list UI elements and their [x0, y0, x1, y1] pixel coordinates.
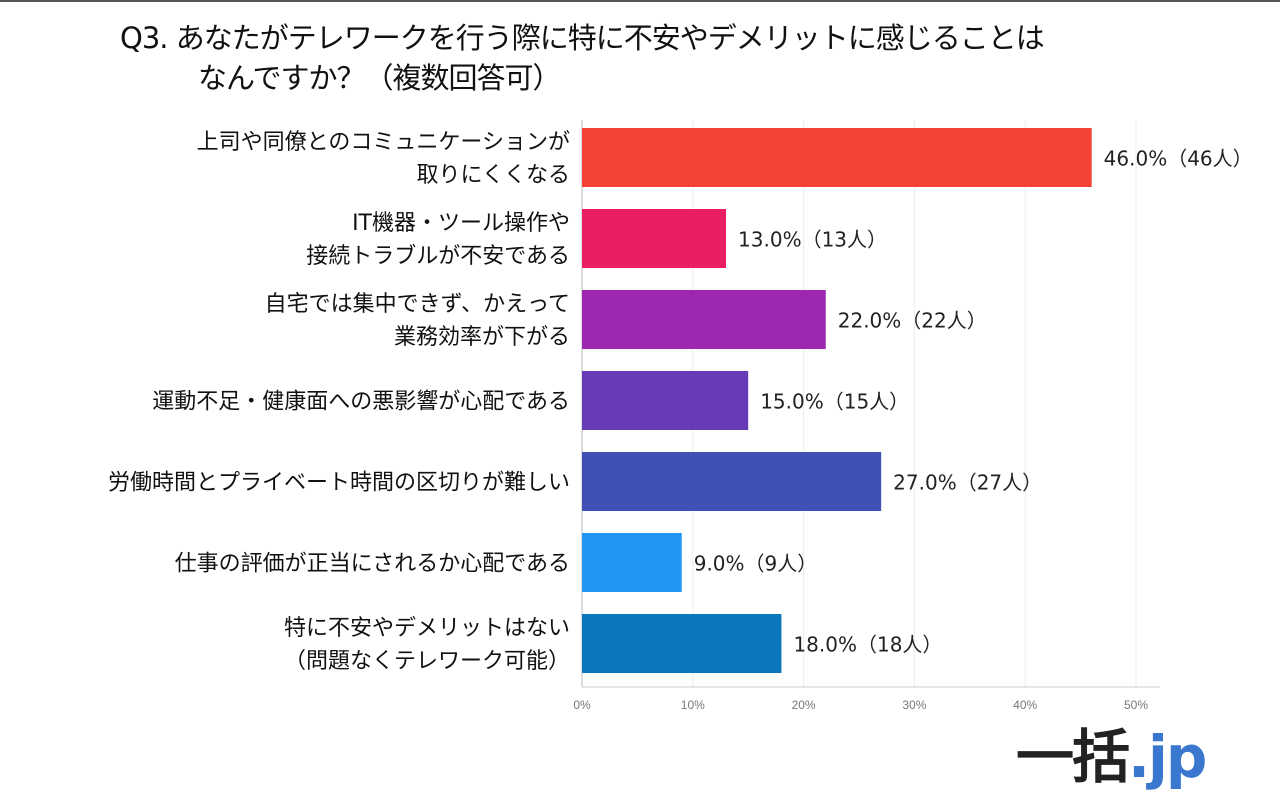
x-tick-label: 20% [792, 698, 816, 712]
data-label: 22.0%（22人） [838, 309, 987, 333]
data-label: 27.0%（27人） [893, 471, 1042, 495]
x-tick-label: 50% [1124, 698, 1148, 712]
category-label: 労働時間とプライベート時間の区切りが難しい [108, 471, 570, 496]
chart-title: Q3. あなたがテレワークを行う際に特に不安やデメリットに感じることは なんです… [120, 18, 1045, 98]
data-label: 9.0%（9人） [694, 552, 818, 576]
category-label: IT機器・ツール操作や [352, 211, 570, 236]
category-label: 取りにくくなる [416, 163, 570, 188]
chart-title-line2: なんですか？（複数回答可） [198, 61, 562, 95]
chart-title-line1: Q3. あなたがテレワークを行う際に特に不安やデメリットに感じることは [120, 21, 1045, 55]
category-label: 上司や同僚とのコミュニケーションが [197, 130, 570, 155]
x-tick-label: 10% [681, 698, 705, 712]
x-tick-label: 0% [573, 698, 591, 712]
bar [582, 128, 1092, 187]
logo-text-domain: .jp [1128, 723, 1207, 791]
category-label: 接続トラブルが不安である [306, 244, 570, 269]
bar [582, 533, 682, 592]
bar [582, 452, 882, 511]
data-label: 13.0%（13人） [738, 228, 887, 252]
category-label: 仕事の評価が正当にされるか心配である [175, 552, 570, 577]
data-label: 46.0%（46人） [1104, 147, 1253, 171]
bar [582, 614, 782, 673]
top-border [0, 0, 1280, 2]
category-label: （問題なくテレワーク可能） [284, 649, 570, 674]
x-tick-label: 40% [1013, 698, 1037, 712]
logo: 一括.jp [1016, 722, 1207, 792]
category-label: 自宅では集中できず、かえって [265, 292, 570, 317]
category-label: 運動不足・健康面への悪影響が心配である [152, 390, 570, 415]
bar [582, 371, 749, 430]
data-label: 15.0%（15人） [760, 390, 909, 414]
logo-text-main: 一括 [1016, 723, 1130, 791]
bar [582, 290, 826, 349]
bar [582, 209, 727, 268]
data-label: 18.0%（18人） [793, 633, 942, 657]
category-label: 特に不安やデメリットはない [284, 616, 570, 641]
category-label: 業務効率が下がる [394, 325, 570, 350]
x-tick-label: 30% [902, 698, 926, 712]
